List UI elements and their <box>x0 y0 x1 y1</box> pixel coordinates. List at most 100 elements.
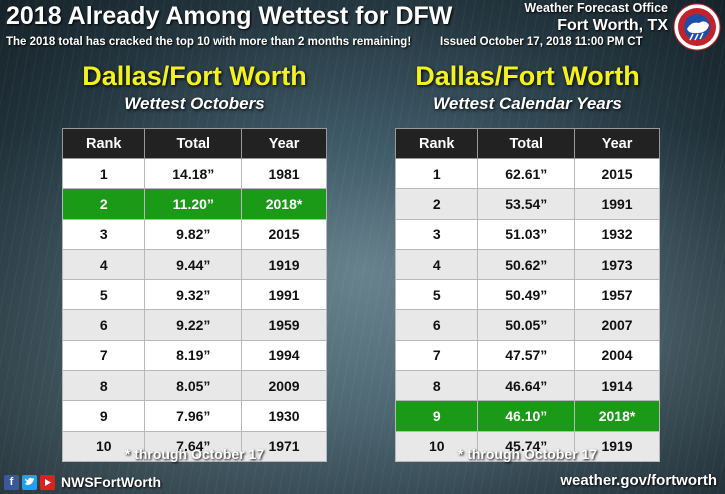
cell-rank: 7 <box>61 339 146 372</box>
column-header: Rank <box>61 128 146 159</box>
cell-year: 1919 <box>574 430 660 462</box>
issued-time: Issued October 17, 2018 11:00 PM CT <box>440 36 643 48</box>
table-row: 8 8.05” 2009 <box>61 370 327 402</box>
table-row: 1 14.18” 1981 <box>61 157 327 190</box>
social-footer: f NWSFortWorth <box>4 474 161 490</box>
table-row: 10 7.64” 1971 <box>61 430 327 462</box>
cell-year: 2018* <box>574 400 660 432</box>
nws-logo <box>673 3 721 51</box>
cell-rank: 2 <box>61 188 146 220</box>
cell-total: 8.19” <box>144 339 243 372</box>
cell-rank: 6 <box>394 309 479 341</box>
table-row: 5 50.49” 1957 <box>394 279 660 311</box>
column-header: Total <box>144 128 243 159</box>
cell-total: 11.20” <box>144 188 243 220</box>
cell-rank: 1 <box>61 157 146 190</box>
cell-year: 1914 <box>574 370 660 402</box>
table-row: 6 9.22” 1959 <box>61 309 327 341</box>
cell-year: 1919 <box>241 248 327 281</box>
cell-rank: 4 <box>61 248 146 281</box>
cell-year: 1991 <box>241 279 327 311</box>
office-line1: Weather Forecast Office <box>524 1 668 15</box>
left-subheading: Wettest Octobers <box>124 94 265 113</box>
table-row: 1 62.61” 2015 <box>394 157 660 190</box>
cell-rank: 4 <box>394 248 479 281</box>
right-table: Rank Total Year 1 62.61” 2015 2 53.54” 1991 3 51.… <box>394 128 660 462</box>
right-heading: Dallas/Fort Worth <box>415 61 640 91</box>
table-row: 3 9.82” 2015 <box>61 218 327 250</box>
website-link[interactable]: weather.gov/fortworth <box>560 472 717 489</box>
cell-rank: 5 <box>61 279 146 311</box>
cell-year: 1971 <box>241 430 327 462</box>
cell-total: 8.05” <box>144 370 243 402</box>
cell-rank: 6 <box>61 309 146 341</box>
table-row: 8 46.64” 1914 <box>394 370 660 402</box>
cell-year: 1994 <box>241 339 327 372</box>
cell-total: 50.05” <box>477 309 576 341</box>
left-table: Rank Total Year 1 14.18” 1981 2 11.20” 2018* 3 9.… <box>61 128 327 462</box>
table-row: 4 9.44” 1919 <box>61 248 327 281</box>
table-row: 7 8.19” 1994 <box>61 339 327 372</box>
left-heading: Dallas/Fort Worth <box>82 61 307 91</box>
social-handle[interactable]: NWSFortWorth <box>61 474 162 490</box>
office-label: Weather Forecast Office Fort Worth, TX <box>524 1 668 35</box>
facebook-icon[interactable]: f <box>4 474 19 490</box>
cell-year: 1973 <box>574 248 660 281</box>
table-row-highlighted: 9 46.10” 2018* <box>394 400 660 432</box>
left-note: * through October 17 <box>124 446 265 462</box>
cell-rank: 3 <box>61 218 146 250</box>
cell-total: 50.62” <box>477 248 576 281</box>
twitter-icon[interactable] <box>22 474 37 490</box>
page-title: 2018 Already Among Wettest for DFW <box>6 2 453 30</box>
office-line2: Fort Worth, TX <box>557 17 668 34</box>
page-subtitle: The 2018 total has cracked the top 10 wi… <box>6 36 412 48</box>
cell-year: 1959 <box>241 309 327 341</box>
cell-year: 1991 <box>574 188 660 220</box>
cell-year: 2015 <box>574 157 660 190</box>
right-note: * through October 17 <box>457 446 598 462</box>
cell-year: 2007 <box>574 309 660 341</box>
cell-rank: 10 <box>394 430 479 462</box>
cell-total: 46.64” <box>477 370 576 402</box>
cell-rank: 5 <box>394 279 479 311</box>
cell-rank: 8 <box>61 370 146 402</box>
cell-total: 9.82” <box>144 218 243 250</box>
column-header: Total <box>477 128 576 159</box>
column-header: Year <box>574 128 660 159</box>
cell-total: 50.49” <box>477 279 576 311</box>
cell-year: 1930 <box>241 400 327 432</box>
cell-total: 7.64” <box>144 430 243 462</box>
cell-total: 9.44” <box>144 248 243 281</box>
column-header: Rank <box>394 128 479 159</box>
right-subheading: Wettest Calendar Years <box>433 94 622 113</box>
cell-total: 9.32” <box>144 279 243 311</box>
cell-total: 9.22” <box>144 309 243 341</box>
cell-rank: 8 <box>394 370 479 402</box>
cell-total: 53.54” <box>477 188 576 220</box>
cell-year: 1932 <box>574 218 660 250</box>
cell-year: 1981 <box>241 157 327 190</box>
table-row: 9 7.96” 1930 <box>61 400 327 432</box>
cell-rank: 2 <box>394 188 479 220</box>
cell-total: 7.96” <box>144 400 243 432</box>
table-row: 3 51.03” 1932 <box>394 218 660 250</box>
cell-rank: 3 <box>394 218 479 250</box>
cell-year: 2018* <box>241 188 327 220</box>
table-row: 2 53.54” 1991 <box>394 188 660 220</box>
cell-rank: 7 <box>394 339 479 372</box>
cell-total: 14.18” <box>144 157 243 190</box>
cell-total: 46.10” <box>477 400 576 432</box>
cell-rank: 10 <box>61 430 146 462</box>
header: 2018 Already Among Wettest for DFW The 2… <box>0 0 725 54</box>
cell-total: 45.74” <box>477 430 576 462</box>
column-header: Year <box>241 128 327 159</box>
youtube-icon[interactable] <box>40 474 55 490</box>
cell-year: 2015 <box>241 218 327 250</box>
cell-year: 1957 <box>574 279 660 311</box>
cell-rank: 1 <box>394 157 479 190</box>
table-row: 10 45.74” 1919 <box>394 430 660 462</box>
cell-year: 2004 <box>574 339 660 372</box>
cell-total: 47.57” <box>477 339 576 372</box>
table-row: 7 47.57” 2004 <box>394 339 660 372</box>
table-row: 4 50.62” 1973 <box>394 248 660 281</box>
